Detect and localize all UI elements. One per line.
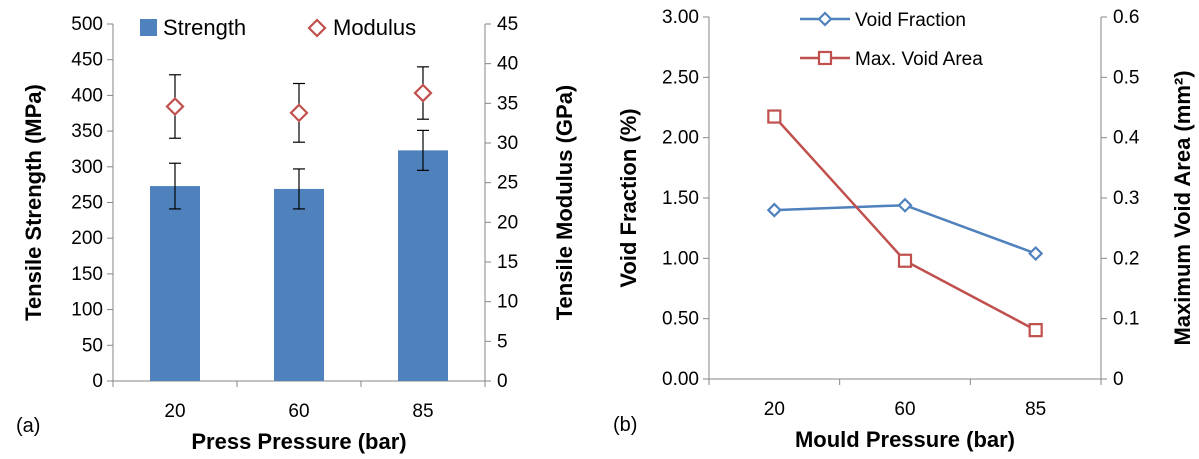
- modulus-point: [289, 103, 309, 123]
- y-axis-title-right: Tensile Modulus (GPa): [552, 85, 577, 321]
- modulus-point: [165, 96, 185, 117]
- panel-b-void-chart: 0.00 0.50 1.00 1.50 2.00 2.50 3.00 0 0.1 0.2 0.3 0.…: [613, 4, 1195, 452]
- y-tick-label-left: 2.50: [662, 67, 699, 88]
- x-tick-label: 60: [894, 399, 915, 420]
- max-void-area-line: [773, 115, 1037, 332]
- y-tick-label-left: 150: [71, 264, 103, 285]
- y-tick-label-right: 0.1: [1113, 309, 1139, 330]
- void-fraction-point: [766, 202, 782, 218]
- y-tick-label-right: 25: [497, 173, 518, 194]
- x-axis-title: Mould Pressure (bar): [795, 427, 1015, 452]
- y-axis-title-left: Void Fraction (%): [616, 108, 641, 287]
- y-tick-label-right: 10: [497, 292, 518, 313]
- void-fraction-point: [1028, 245, 1044, 262]
- panel-label-b: (b): [613, 414, 637, 436]
- max-void-area-point: [767, 109, 782, 124]
- legend-background: [770, 4, 1040, 80]
- strength-bar: [398, 150, 448, 381]
- y-tick-label-right: 20: [497, 212, 518, 233]
- y-tick-label-right: 0: [1113, 369, 1124, 390]
- y-tick-label-left: 0.50: [662, 309, 699, 330]
- y-tick-label-right: 45: [497, 14, 518, 35]
- legend-label-max-void-area: Max. Void Area: [855, 49, 983, 70]
- y-tick-label-left: 3.00: [662, 7, 699, 28]
- panel-a-tensile-chart: 0 50 100 150 200 250 300 350 400 450 500 0 5 10 15 20 25…: [16, 14, 577, 454]
- x-tick-label: 20: [164, 401, 185, 422]
- x-tick-label: 60: [288, 401, 309, 422]
- x-tick-label: 85: [1025, 399, 1046, 420]
- y-tick-label-left: 500: [71, 14, 103, 35]
- legend-marker-max-void-area: [817, 50, 833, 66]
- legend-label-strength: Strength: [163, 15, 246, 40]
- legend-swatch-strength: [140, 19, 157, 36]
- legend-marker-void-fraction: [817, 11, 833, 27]
- y-tick-label-left: 1.00: [662, 248, 699, 269]
- y-tick-label-right: 0.3: [1113, 188, 1139, 209]
- x-axis-title: Press Pressure (bar): [191, 429, 406, 454]
- y-tick-label-left: 100: [71, 300, 103, 321]
- max-void-area-point: [897, 253, 913, 268]
- legend-label-void-fraction: Void Fraction: [855, 10, 966, 31]
- y-tick-label-right: 0.5: [1113, 67, 1139, 88]
- y-tick-label-left: 250: [71, 193, 103, 214]
- panel-label-a: (a): [16, 415, 40, 437]
- y-tick-label-left: 350: [71, 121, 103, 142]
- y-tick-label-left: 300: [71, 157, 103, 178]
- y-tick-label-right: 40: [497, 54, 518, 75]
- y-tick-label-right: 0: [497, 371, 508, 392]
- y-tick-label-right: 5: [497, 331, 508, 352]
- void-fraction-point: [897, 197, 913, 213]
- y-tick-label-left: 400: [71, 85, 103, 106]
- y-tick-label-left: 1.50: [662, 188, 699, 209]
- y-tick-label-left: 0.00: [662, 369, 699, 390]
- y-axis-title-left: Tensile Strength (MPa): [21, 84, 46, 321]
- strength-bar: [150, 186, 200, 381]
- y-tick-label-left: 2.00: [662, 128, 699, 149]
- y-tick-label-right: 15: [497, 252, 518, 273]
- y-tick-label-right: 0.4: [1113, 128, 1140, 149]
- x-tick-label: 20: [764, 399, 785, 420]
- y-tick-label-right: 30: [497, 133, 518, 154]
- x-tick-label: 85: [412, 401, 433, 422]
- y-axis-title-right: Maximum Void Area (mm²): [1170, 70, 1195, 345]
- y-tick-label-right: 0.2: [1113, 248, 1139, 269]
- legend-marker-modulus: [307, 18, 327, 38]
- y-tick-label-left: 50: [82, 335, 103, 356]
- y-tick-label-left: 450: [71, 50, 103, 71]
- max-void-area-point: [1028, 323, 1043, 338]
- strength-bar: [274, 188, 324, 381]
- modulus-point: [413, 83, 433, 103]
- y-tick-label-left: 200: [71, 228, 103, 249]
- y-tick-label-right: 35: [497, 93, 518, 114]
- y-tick-label-right: 0.6: [1113, 7, 1139, 28]
- legend-label-modulus: Modulus: [333, 15, 416, 40]
- y-tick-label-left: 0: [92, 371, 103, 392]
